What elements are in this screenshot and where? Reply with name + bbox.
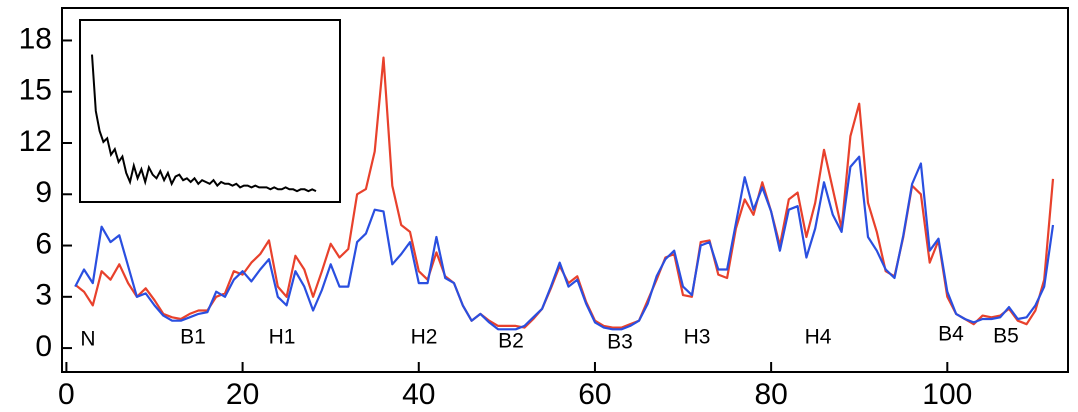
y-tick-label: 0 [35,330,52,363]
series-line [74,155,1055,331]
annotation: B4 [938,323,964,346]
annotation: B5 [993,325,1019,348]
annotation: B2 [498,330,524,353]
y-tick-label: 15 [19,74,52,107]
x-tick-label: 100 [922,378,972,411]
y-tick-label: 9 [35,176,52,209]
x-tick-label: 20 [226,378,259,411]
annotation: H1 [269,326,296,349]
annotation: H2 [411,326,438,349]
y-tick-label: 18 [19,22,52,55]
x-tick-label: 40 [402,378,435,411]
annotation: B3 [607,331,633,354]
annotation: N [80,328,95,351]
x-tick-label: 80 [754,378,787,411]
plot-frame [61,7,1069,373]
annotation: B1 [180,326,206,349]
x-tick-label: 0 [58,378,75,411]
inset-line [91,54,317,193]
y-tick-label: 3 [35,279,52,312]
inset-frame [79,19,341,203]
y-tick-label: 6 [35,227,52,260]
annotation: H3 [684,326,711,349]
y-tick-label: 12 [19,125,52,158]
x-tick-label: 60 [578,378,611,411]
annotation: H4 [805,326,832,349]
